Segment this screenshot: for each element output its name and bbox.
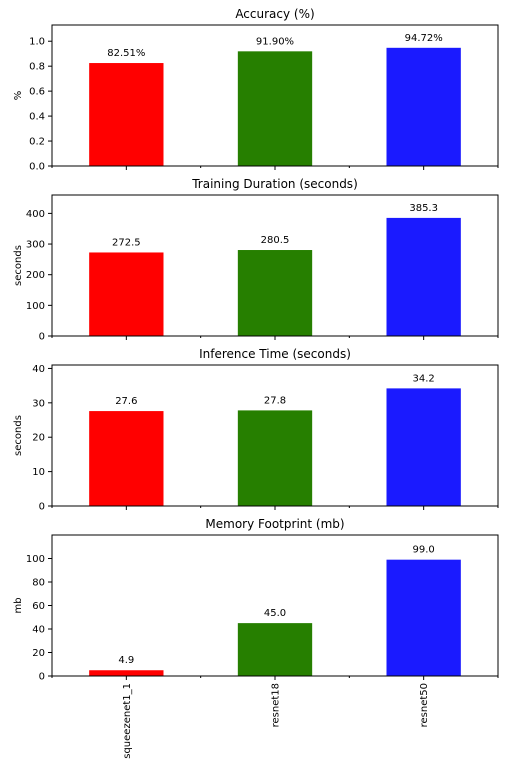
y-tick-label: 20 xyxy=(32,648,45,659)
y-tick-label: 100 xyxy=(26,554,45,565)
data-label: 385.3 xyxy=(409,203,438,214)
y-tick-label: 400 xyxy=(26,209,45,220)
bar-resnet18 xyxy=(237,410,313,506)
x-tick-label: squeezenet1_1 xyxy=(122,683,133,759)
bar-resnet18 xyxy=(237,51,313,166)
data-label: 4.9 xyxy=(118,655,134,666)
y-tick-label: 0 xyxy=(39,502,45,513)
data-label: 280.5 xyxy=(261,235,290,246)
y-tick-label: 40 xyxy=(32,625,45,636)
chart-title: Accuracy (%) xyxy=(235,7,314,21)
bar-resnet50 xyxy=(386,217,461,336)
data-label: 94.72% xyxy=(405,33,443,44)
data-label: 82.51% xyxy=(107,48,145,59)
y-tick-label: 0.0 xyxy=(29,162,45,173)
data-label: 91.90% xyxy=(256,36,294,47)
y-tick-label: 300 xyxy=(26,240,45,251)
y-tick-label: 0.8 xyxy=(29,62,45,73)
bar-resnet18 xyxy=(237,623,313,676)
bar-resnet50 xyxy=(386,47,461,167)
y-axis-label: seconds xyxy=(13,415,24,456)
data-label: 99.0 xyxy=(413,545,435,556)
y-axis-label: % xyxy=(13,91,24,101)
y-tick-label: 60 xyxy=(32,601,45,612)
bar-resnet50 xyxy=(386,388,461,506)
x-tick-label: resnet18 xyxy=(271,683,282,727)
data-label: 27.6 xyxy=(115,396,137,407)
y-tick-label: 80 xyxy=(32,578,45,589)
y-tick-label: 20 xyxy=(32,433,45,444)
y-tick-label: 200 xyxy=(26,270,45,281)
bar-squeezenet1_1 xyxy=(89,411,164,506)
y-axis-label: seconds xyxy=(13,245,24,286)
y-tick-label: 40 xyxy=(32,364,45,375)
bar-squeezenet1_1 xyxy=(89,252,164,336)
y-tick-label: 0.2 xyxy=(29,137,45,148)
bar-squeezenet1_1 xyxy=(89,670,164,676)
x-tick-label: resnet50 xyxy=(419,683,430,727)
y-tick-label: 0.6 xyxy=(29,87,45,98)
y-tick-label: 0.4 xyxy=(29,112,45,123)
data-label: 45.0 xyxy=(264,608,286,619)
y-tick-label: 30 xyxy=(32,398,45,409)
y-axis-label: mb xyxy=(13,597,24,613)
y-tick-label: 100 xyxy=(26,301,45,312)
y-tick-label: 0 xyxy=(39,332,45,343)
data-label: 27.8 xyxy=(264,395,286,406)
chart-title: Memory Footprint (mb) xyxy=(205,517,344,531)
chart-title: Training Duration (seconds) xyxy=(191,177,358,191)
y-tick-label: 0 xyxy=(39,672,45,683)
bar-resnet18 xyxy=(237,250,313,336)
data-label: 34.2 xyxy=(413,373,435,384)
bar-squeezenet1_1 xyxy=(89,63,164,166)
chart-title: Inference Time (seconds) xyxy=(199,347,351,361)
y-tick-label: 1.0 xyxy=(29,37,45,48)
data-label: 272.5 xyxy=(112,237,141,248)
bar-resnet50 xyxy=(386,559,461,676)
y-tick-label: 10 xyxy=(32,467,45,478)
